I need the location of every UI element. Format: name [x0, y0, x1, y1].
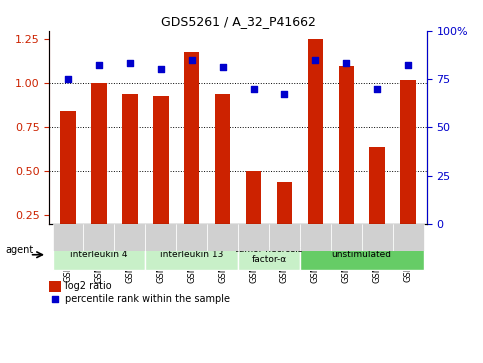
Point: [126, 61, 134, 66]
Bar: [246, 171, 261, 259]
Bar: [339, 66, 354, 259]
FancyBboxPatch shape: [53, 224, 84, 251]
Text: interleukin 4: interleukin 4: [70, 250, 128, 259]
FancyBboxPatch shape: [238, 239, 300, 270]
FancyBboxPatch shape: [300, 239, 424, 270]
Text: agent: agent: [5, 245, 33, 255]
Point: [188, 57, 196, 62]
FancyBboxPatch shape: [238, 224, 269, 251]
Point: [342, 61, 350, 66]
FancyBboxPatch shape: [393, 224, 424, 251]
FancyBboxPatch shape: [53, 239, 145, 270]
Point: [373, 86, 381, 91]
Bar: [400, 80, 416, 259]
FancyBboxPatch shape: [84, 224, 114, 251]
Point: [219, 64, 227, 70]
FancyBboxPatch shape: [207, 224, 238, 251]
Bar: [153, 95, 169, 259]
Text: interleukin 13: interleukin 13: [160, 250, 223, 259]
FancyBboxPatch shape: [331, 224, 362, 251]
Bar: [215, 94, 230, 259]
Text: log2 ratio: log2 ratio: [65, 281, 111, 291]
Bar: [184, 52, 199, 259]
FancyBboxPatch shape: [145, 239, 238, 270]
Point: [404, 62, 412, 68]
Text: tumor necrosis
factor-α: tumor necrosis factor-α: [235, 245, 303, 264]
Point: [157, 66, 165, 72]
Point: [64, 76, 72, 82]
FancyBboxPatch shape: [114, 224, 145, 251]
FancyBboxPatch shape: [300, 224, 331, 251]
FancyBboxPatch shape: [176, 224, 207, 251]
Bar: [122, 94, 138, 259]
Point: [250, 86, 257, 91]
Bar: [91, 83, 107, 259]
Bar: [277, 182, 292, 259]
Text: percentile rank within the sample: percentile rank within the sample: [65, 294, 229, 305]
Bar: [60, 111, 76, 259]
Point: [312, 57, 319, 62]
Point: [95, 62, 103, 68]
Bar: [49, 281, 61, 292]
FancyBboxPatch shape: [145, 224, 176, 251]
FancyBboxPatch shape: [362, 224, 393, 251]
Text: unstimulated: unstimulated: [332, 250, 392, 259]
Point: [281, 91, 288, 97]
Bar: [308, 39, 323, 259]
Bar: [369, 147, 385, 259]
Title: GDS5261 / A_32_P41662: GDS5261 / A_32_P41662: [161, 15, 315, 28]
Point: [51, 297, 59, 302]
FancyBboxPatch shape: [269, 224, 300, 251]
